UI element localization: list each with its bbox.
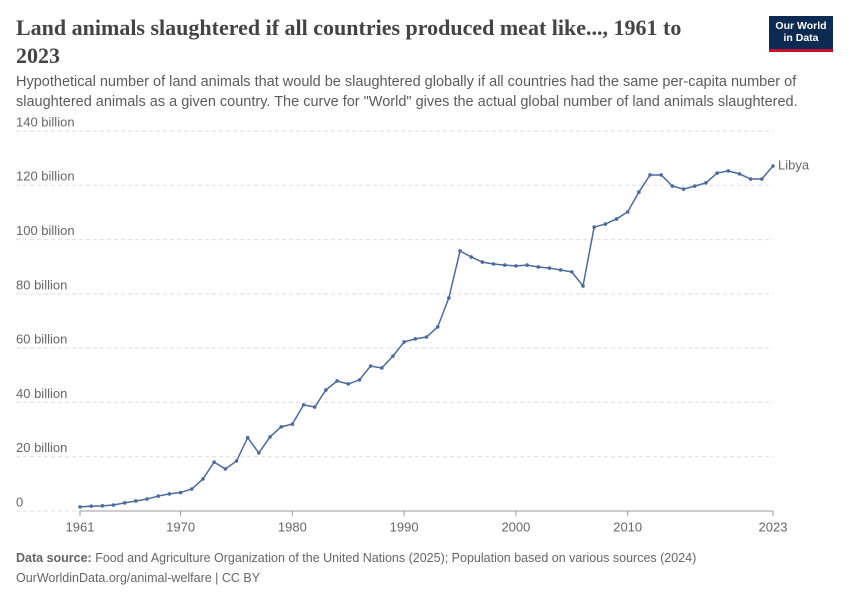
logo-line: Our World <box>775 20 827 32</box>
data-point <box>458 249 462 253</box>
data-point <box>592 225 596 229</box>
data-point <box>78 505 82 509</box>
x-tick-label: 1990 <box>390 519 419 534</box>
source-label: Data source: <box>16 551 92 565</box>
data-point <box>603 222 608 226</box>
data-point <box>324 388 328 392</box>
chart: 0 20 billion 40 billion 60 billion 80 billio… <box>16 114 810 534</box>
data-point <box>637 190 641 194</box>
data-point <box>525 263 529 267</box>
data-point <box>670 184 675 188</box>
y-tick-label: 140 billion <box>16 114 75 129</box>
data-point <box>614 217 619 221</box>
data-point <box>134 499 138 503</box>
data-point <box>514 264 518 268</box>
logo[interactable]: Our World in Data <box>769 16 833 52</box>
data-point <box>257 451 261 455</box>
data-point <box>122 501 127 505</box>
y-tick-label: 100 billion <box>16 223 75 238</box>
data-point <box>379 366 384 370</box>
data-point <box>704 181 708 185</box>
data-point <box>301 403 306 407</box>
data-point <box>469 255 474 259</box>
footer: Data source: Food and Agriculture Organi… <box>16 548 696 588</box>
url: OurWorldinData.org/animal-welfare | CC B… <box>16 571 261 585</box>
x-tick-label: 2010 <box>613 519 642 534</box>
data-point <box>570 270 574 274</box>
data-point <box>413 337 418 341</box>
data-point <box>491 262 496 266</box>
data-point <box>167 492 172 496</box>
x-tick-label: 2023 <box>759 519 788 534</box>
y-tick-label: 120 billion <box>16 169 75 184</box>
data-point <box>402 340 406 344</box>
x-tick-label: 2000 <box>501 519 530 534</box>
data-point <box>234 459 239 463</box>
logo-line: in Data <box>783 32 819 44</box>
data-point <box>178 490 183 495</box>
data-point <box>681 187 686 191</box>
data-point <box>547 266 552 270</box>
data-point <box>189 487 194 491</box>
data-point <box>335 379 339 383</box>
data-point <box>424 335 429 339</box>
data-point <box>368 364 373 368</box>
data-point <box>245 435 250 440</box>
data-point <box>111 503 116 507</box>
data-point <box>480 260 485 264</box>
data-point <box>212 460 216 464</box>
data-point <box>223 467 228 471</box>
data-point <box>625 210 630 214</box>
data-point <box>648 173 652 177</box>
data-point <box>391 354 395 358</box>
data-point <box>201 477 205 481</box>
y-tick-label: 0 <box>16 494 23 509</box>
data-point <box>290 422 295 426</box>
data-point <box>312 405 317 409</box>
y-tick-label: 80 billion <box>16 277 67 292</box>
data-point <box>659 173 664 177</box>
data-point <box>156 494 161 498</box>
chart-title: Land animals slaughtered if all countrie… <box>16 15 682 68</box>
y-tick-label: 60 billion <box>16 332 67 347</box>
data-point <box>737 172 742 176</box>
data-point <box>726 169 731 173</box>
data-point <box>357 378 362 382</box>
source: Food and Agriculture Organization of the… <box>95 551 697 565</box>
data-point <box>268 435 272 439</box>
data-point <box>692 184 697 188</box>
data-point <box>145 497 149 501</box>
data-point <box>435 325 440 329</box>
data-point <box>536 265 541 269</box>
x-tick-label: 1961 <box>66 519 95 534</box>
chart-subtitle: Hypothetical number of land animals that… <box>16 74 798 110</box>
data-point <box>447 296 451 300</box>
series-label: Libya <box>778 157 810 172</box>
y-tick-label: 40 billion <box>16 386 67 401</box>
data-point <box>748 177 753 181</box>
data-point <box>771 164 775 168</box>
data-point <box>715 171 719 175</box>
y-tick-label: 20 billion <box>16 440 67 455</box>
data-point <box>502 263 507 267</box>
data-point <box>558 268 563 272</box>
x-tick-label: 1980 <box>278 519 307 534</box>
data-point <box>89 504 93 508</box>
data-point <box>346 382 351 386</box>
data-point <box>760 177 764 181</box>
data-point <box>100 504 105 508</box>
data-point <box>581 284 585 288</box>
source-line: Data source: Food and Agriculture Organi… <box>16 548 696 568</box>
x-tick-label: 1970 <box>166 519 195 534</box>
data-point <box>279 425 283 429</box>
